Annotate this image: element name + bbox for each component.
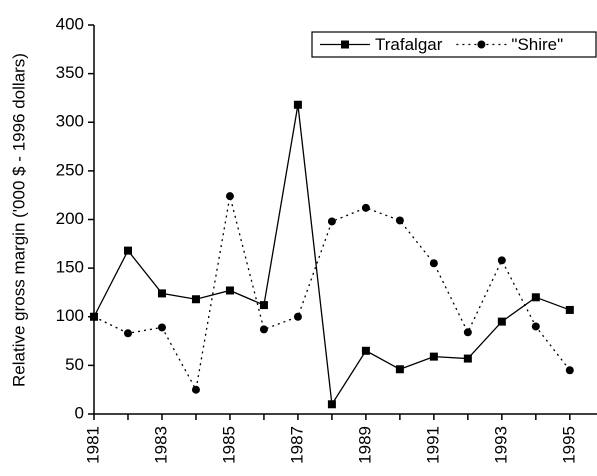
y-tick-label: 0 <box>75 403 84 422</box>
y-tick-label: 50 <box>65 355 84 374</box>
marker <box>361 346 370 355</box>
marker <box>395 216 404 225</box>
marker <box>531 322 540 331</box>
x-tick-label: 1989 <box>355 426 374 464</box>
marker <box>123 246 132 255</box>
marker <box>90 312 98 321</box>
y-axis-label: Relative gross margin ('000 $ - 1996 dol… <box>9 53 28 387</box>
x-tick-label: 1991 <box>423 426 442 464</box>
marker <box>191 295 200 304</box>
marker <box>191 385 200 394</box>
series-line <box>93 104 571 407</box>
legend-marker <box>477 40 486 49</box>
marker <box>259 325 268 334</box>
marker <box>293 312 302 321</box>
x-tick-label: 1985 <box>219 426 238 464</box>
marker <box>463 328 472 337</box>
marker <box>259 301 268 310</box>
x-tick-label: 1987 <box>287 426 306 464</box>
y-tick-label: 250 <box>56 160 84 179</box>
marker <box>123 329 132 338</box>
marker <box>327 400 336 409</box>
y-tick-label: 200 <box>56 209 84 228</box>
legend-label: Trafalgar <box>375 35 443 54</box>
y-tick-label: 350 <box>56 63 84 82</box>
marker <box>497 317 506 326</box>
marker <box>531 293 540 302</box>
marker <box>565 305 574 314</box>
legend-marker <box>341 40 349 49</box>
marker <box>497 256 506 265</box>
x-tick-label: 1995 <box>559 426 578 464</box>
marker <box>293 100 302 109</box>
marker <box>361 203 370 212</box>
y-tick-label: 400 <box>56 14 84 33</box>
marker <box>395 365 404 374</box>
marker <box>225 192 234 201</box>
legend-label: "Shire" <box>511 35 563 54</box>
marker <box>327 217 336 226</box>
marker <box>429 259 438 268</box>
marker <box>463 354 472 363</box>
marker <box>157 323 166 332</box>
legend: Trafalgar "Shire" <box>311 31 597 58</box>
y-tick-label: 100 <box>56 306 84 325</box>
y-tick-label: 150 <box>56 258 84 277</box>
y-tick-label: 300 <box>56 112 84 131</box>
x-tick-label: 1983 <box>151 426 170 464</box>
x-tick-label: 1981 <box>83 426 102 464</box>
marker <box>565 366 574 375</box>
marker <box>225 286 234 295</box>
x-tick-label: 1993 <box>491 426 510 464</box>
marker <box>157 289 166 298</box>
marker <box>429 352 438 361</box>
